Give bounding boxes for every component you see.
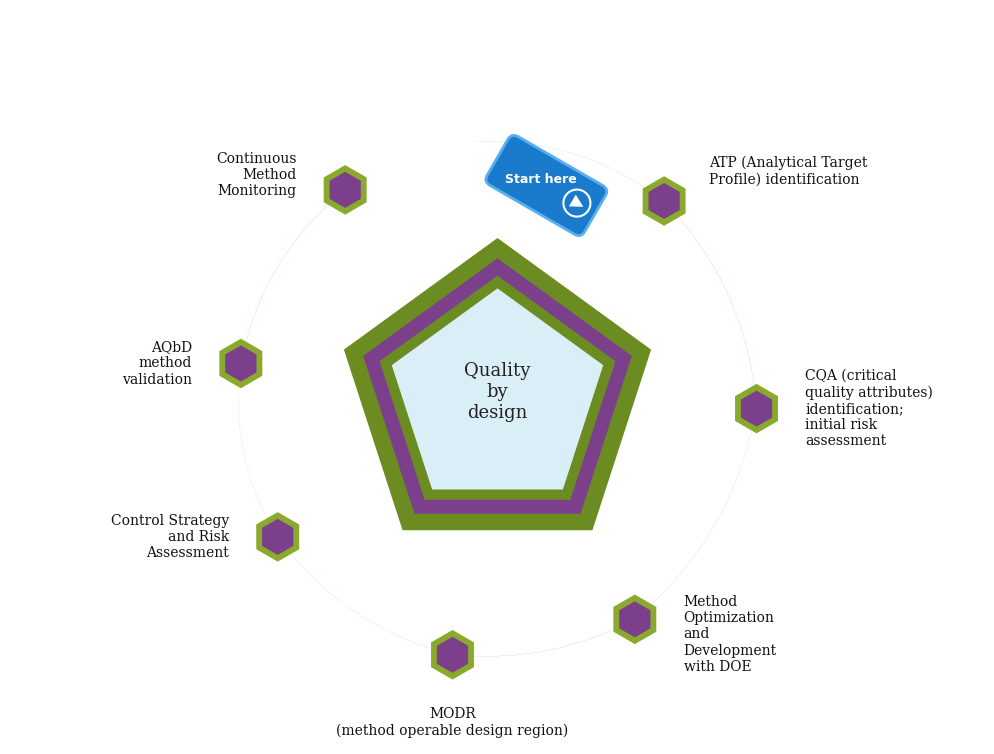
Polygon shape xyxy=(256,512,299,562)
Polygon shape xyxy=(741,391,771,427)
FancyArrowPatch shape xyxy=(277,537,452,654)
Text: MODR
(method operable design region): MODR (method operable design region) xyxy=(336,707,568,738)
Polygon shape xyxy=(618,601,650,637)
Text: Continuous
Method
Monitoring: Continuous Method Monitoring xyxy=(216,152,296,198)
FancyBboxPatch shape xyxy=(485,135,606,235)
Text: ATP (Analytical Target
Profile) identification: ATP (Analytical Target Profile) identifi… xyxy=(709,155,867,186)
Polygon shape xyxy=(363,259,631,513)
Circle shape xyxy=(563,189,589,216)
Polygon shape xyxy=(612,595,656,644)
FancyArrowPatch shape xyxy=(241,190,345,363)
FancyArrowPatch shape xyxy=(238,363,277,537)
Polygon shape xyxy=(735,384,777,434)
Polygon shape xyxy=(392,288,602,489)
Text: Quality
by
design: Quality by design xyxy=(464,362,530,421)
Text: Control Strategy
and Risk
Assessment: Control Strategy and Risk Assessment xyxy=(110,513,229,560)
Polygon shape xyxy=(323,165,366,215)
Polygon shape xyxy=(569,195,582,207)
FancyArrowPatch shape xyxy=(474,141,663,201)
Polygon shape xyxy=(329,172,361,208)
Polygon shape xyxy=(261,519,293,555)
Polygon shape xyxy=(642,176,685,225)
Polygon shape xyxy=(225,345,256,382)
Text: Start here: Start here xyxy=(505,173,577,186)
Polygon shape xyxy=(380,275,614,500)
Polygon shape xyxy=(430,630,473,679)
FancyArrowPatch shape xyxy=(663,201,755,409)
Polygon shape xyxy=(219,339,262,388)
Text: Method
Optimization
and
Development
with DOE: Method Optimization and Development with… xyxy=(683,595,776,674)
FancyArrowPatch shape xyxy=(634,409,755,619)
Text: CQA (critical
quality attributes)
identification;
initial risk
assessment: CQA (critical quality attributes) identi… xyxy=(804,369,932,448)
FancyArrowPatch shape xyxy=(452,619,634,657)
Polygon shape xyxy=(648,183,679,219)
Text: AQbD
method
validation: AQbD method validation xyxy=(122,340,192,387)
Polygon shape xyxy=(344,238,650,530)
Polygon shape xyxy=(436,636,467,673)
